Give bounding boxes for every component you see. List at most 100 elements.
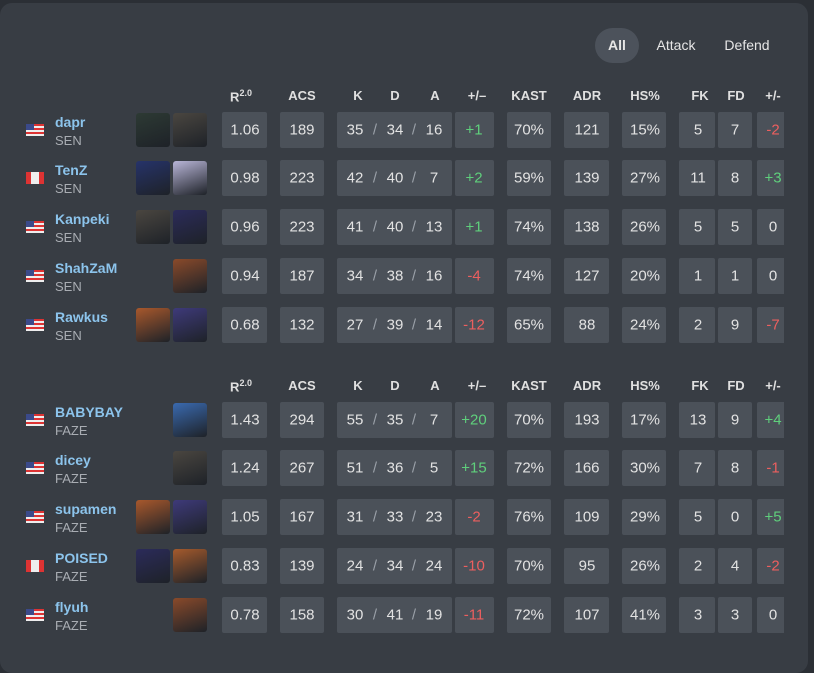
stat-cell [564, 597, 609, 633]
stat-cell [455, 258, 494, 294]
agent-icon [136, 113, 170, 147]
kda-separator: / [372, 459, 378, 477]
stat-cell [718, 160, 752, 196]
agent-icon [173, 500, 207, 534]
stat-value: 55 [346, 411, 364, 429]
stat-cell [507, 548, 551, 584]
stat-cell [622, 307, 666, 343]
stat-value: 267 [289, 459, 315, 477]
agent-icon [173, 549, 207, 583]
stat-value: 24 [425, 557, 443, 575]
stat-value: 223 [289, 169, 315, 187]
stat-value: 36 [386, 459, 404, 477]
stat-cell [757, 258, 784, 294]
stat-value: 139 [574, 169, 600, 187]
header-col: ADR [572, 88, 602, 103]
stat-value: 20% [629, 267, 661, 285]
content: All Attack Defend R2.0 ACS K D A +/– KAST ADR HS… [0, 3, 784, 664]
stat-cell [507, 160, 551, 196]
kda-separator: / [372, 606, 378, 624]
stat-value: 29% [629, 508, 661, 526]
stat-value: 7 [693, 459, 703, 477]
stat-value: 7 [730, 121, 740, 139]
header-col: ACS [288, 88, 316, 103]
header-col: KAST [511, 378, 547, 393]
stat-value: 35 [386, 411, 404, 429]
stat-cell [337, 548, 452, 584]
header-col: FK [691, 378, 709, 393]
stat-value: 187 [289, 267, 315, 285]
stat-value: 95 [578, 557, 596, 575]
stat-value: -4 [467, 267, 481, 285]
stat-cell [718, 307, 752, 343]
stat-value: 34 [346, 267, 364, 285]
stat-value: 193 [574, 411, 600, 429]
player-team: FAZE [55, 423, 88, 438]
stat-value: 8 [730, 459, 740, 477]
stat-value: 72% [513, 459, 545, 477]
stat-cell [455, 499, 494, 535]
header-col: D [390, 88, 400, 103]
stat-value: 40 [386, 218, 404, 236]
stat-cell [455, 160, 494, 196]
tab-all[interactable]: All [595, 28, 639, 63]
stat-cell [337, 499, 452, 535]
stat-value: 166 [574, 459, 600, 477]
stat-value: 41 [346, 218, 364, 236]
stat-cell [455, 548, 494, 584]
agent-icon [173, 161, 207, 195]
stat-value: 1.06 [230, 121, 260, 139]
kda-separator: / [372, 218, 378, 236]
header-col: HS% [630, 88, 660, 103]
stat-cell [622, 402, 666, 438]
stat-cell [280, 597, 324, 633]
stat-cell [564, 112, 609, 148]
stat-value: 0.78 [230, 606, 260, 624]
stat-value: 5 [429, 459, 439, 477]
stat-cell [564, 548, 609, 584]
stat-cell [507, 209, 551, 245]
player-name: supamen [55, 501, 117, 517]
stat-cell [757, 402, 784, 438]
stat-value: 1 [693, 267, 703, 285]
stat-cell [280, 402, 324, 438]
stat-cell [564, 402, 609, 438]
stat-value: +3 [764, 169, 782, 187]
stat-cell [679, 112, 715, 148]
stat-value: 39 [386, 316, 404, 334]
player-team: SEN [55, 133, 82, 148]
stat-value: -11 [463, 606, 485, 624]
kda-separator: / [411, 459, 417, 477]
kda-separator: / [372, 267, 378, 285]
stat-value: -2 [467, 508, 481, 526]
stat-cell [507, 307, 551, 343]
flag [26, 319, 44, 331]
stat-value: 13 [425, 218, 443, 236]
flag [26, 609, 44, 621]
kda-separator: / [372, 411, 378, 429]
stat-value: +1 [465, 121, 483, 139]
kda-separator: / [411, 557, 417, 575]
stat-cell [718, 450, 752, 486]
stat-value: 5 [693, 121, 703, 139]
stat-value: 0.96 [230, 218, 260, 236]
header-col: HS% [630, 378, 660, 393]
tab-attack[interactable]: Attack [656, 37, 696, 53]
stat-value: 158 [289, 606, 315, 624]
stat-cell [455, 402, 494, 438]
stat-value: 2 [693, 316, 703, 334]
stat-value: 27% [629, 169, 661, 187]
stat-value: 74% [513, 267, 545, 285]
player-team: FAZE [55, 520, 88, 535]
header-col: KAST [511, 88, 547, 103]
panel: All Attack Defend R2.0 ACS K D A +/– KAST ADR HS… [0, 3, 808, 673]
stat-cell [337, 258, 452, 294]
stat-value: -12 [463, 316, 485, 334]
stat-cell [757, 160, 784, 196]
header-rating: R2.0 [230, 378, 252, 395]
stat-cell [679, 258, 715, 294]
player-name: TenZ [55, 162, 88, 178]
stat-value: 0.68 [230, 316, 260, 334]
stat-value: 74% [513, 218, 545, 236]
tab-defend[interactable]: Defend [724, 37, 770, 53]
